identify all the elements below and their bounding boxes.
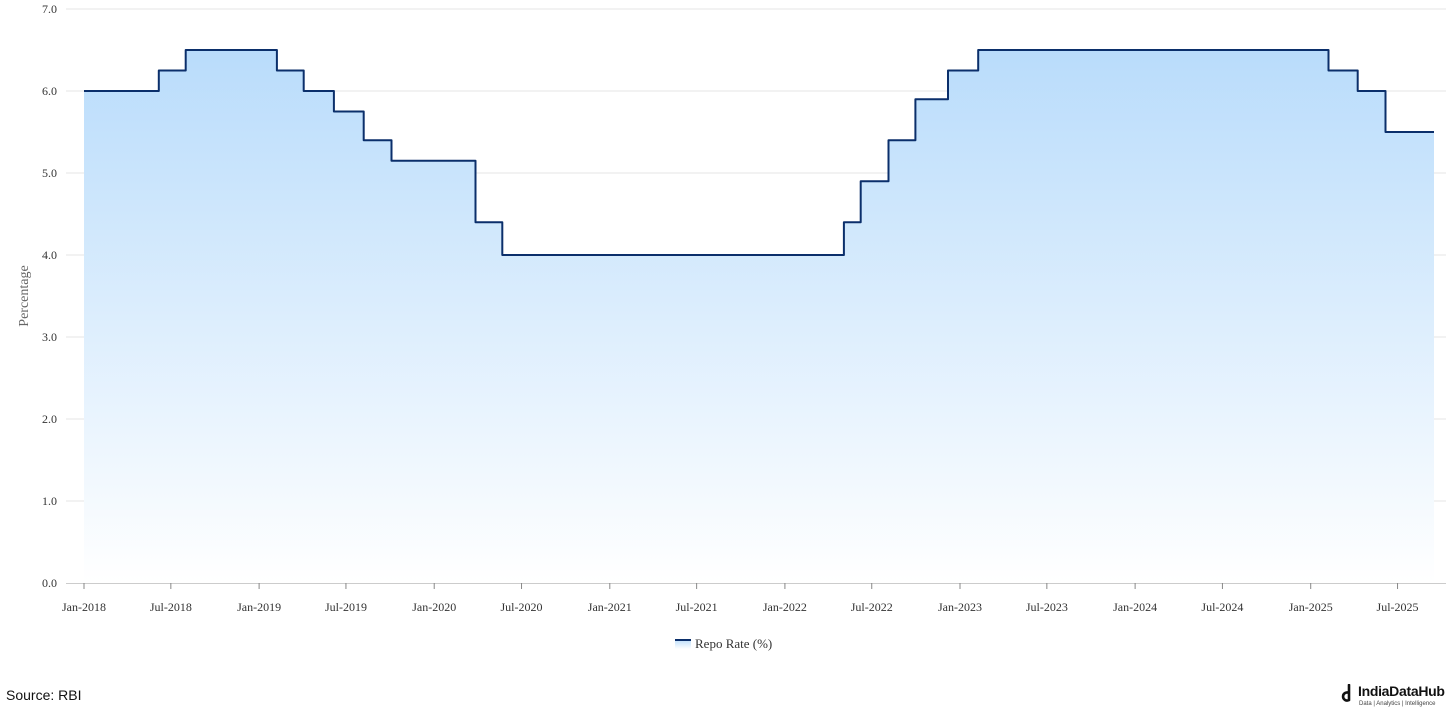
x-tick-label: Jan-2025 [1289,600,1333,614]
axes: 0.0 1.0 2.0 3.0 4.0 5.0 6.0 7.0 Jan-2018 Jul-2018… [42,2,1446,614]
y-tick-label: 1.0 [42,494,57,508]
series-line-repo-rate[interactable] [84,49,1434,256]
y-tick-label: 7.0 [42,2,57,16]
x-tick-label: Jul-2019 [325,600,367,614]
x-tick-label: Jul-2024 [1201,600,1243,614]
source-note: Source: RBI [6,687,82,703]
x-tick-label: Jan-2023 [938,600,982,614]
x-tick-label: Jan-2018 [62,600,106,614]
y-tick-label: 2.0 [42,412,57,426]
plot-area [84,49,1434,583]
brand-logo: IndiaDataHub Data | Analytics | Intellig… [1340,683,1450,711]
y-axis-title: Percentage [17,265,32,326]
brand-name: IndiaDataHub [1358,683,1445,699]
y-tick-label: 4.0 [42,248,57,262]
x-tick-label: Jan-2020 [412,600,456,614]
series-area-fill [84,50,1434,583]
y-tick-label: 6.0 [42,84,57,98]
x-tick-label: Jul-2018 [150,600,192,614]
x-tick-label: Jul-2021 [676,600,718,614]
legend-label: Repo Rate (%) [695,636,772,651]
x-tick-label: Jul-2023 [1026,600,1068,614]
x-tick-label: Jul-2025 [1377,600,1419,614]
legend-swatch-fill [675,639,691,649]
brand-tagline: Data | Analytics | Intelligence [1359,701,1436,707]
x-tick-label: Jan-2019 [237,600,281,614]
x-tick-label: Jul-2022 [851,600,893,614]
y-tick-label: 0.0 [42,576,57,590]
x-tick-label: Jan-2024 [1113,600,1157,614]
x-tick-label: Jan-2021 [588,600,632,614]
x-tick-label: Jan-2022 [763,600,807,614]
y-tick-label: 5.0 [42,166,57,180]
brand-mark-icon [1341,684,1351,702]
x-tick-label: Jul-2020 [501,600,543,614]
y-tick-label: 3.0 [42,330,57,344]
legend[interactable]: Repo Rate (%) [675,636,772,651]
